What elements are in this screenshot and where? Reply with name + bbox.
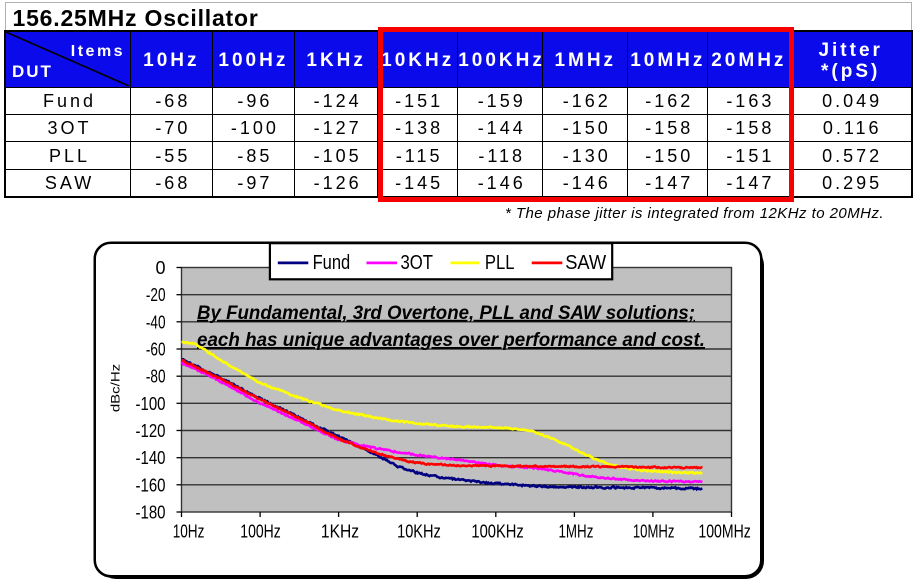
svg-text:Fund: Fund [313,252,351,274]
svg-text:-160: -160 [136,475,166,495]
svg-text:-180: -180 [136,503,166,523]
svg-text:PLL: PLL [485,252,515,274]
svg-text:each has unique advantages ove: each has unique advantages over performa… [197,330,705,351]
svg-text:-100: -100 [136,394,166,414]
svg-text:-20: -20 [146,285,166,305]
svg-text:10KHz: 10KHz [397,522,441,542]
svg-text:-120: -120 [136,421,166,441]
svg-text:1MHz: 1MHz [559,522,594,542]
svg-text:SAW: SAW [565,252,606,274]
svg-text:-140: -140 [136,448,166,468]
svg-text:100MHz: 100MHz [698,522,750,542]
svg-text:dBc/Hz: dBc/Hz [109,364,122,413]
svg-text:-80: -80 [146,367,166,387]
svg-text:100Hz: 100Hz [240,522,280,542]
svg-text:100KHz: 100KHz [471,522,523,542]
svg-text:-40: -40 [146,312,166,332]
svg-text:1KHz: 1KHz [321,522,359,542]
svg-text:-60: -60 [146,340,166,360]
svg-text:10Hz: 10Hz [173,522,205,542]
svg-text:3OT: 3OT [401,252,434,274]
svg-text:0: 0 [155,258,165,278]
svg-text:By Fundamental, 3rd Overtone,: By Fundamental, 3rd Overtone, PLL and SA… [197,303,695,324]
svg-text:10MHz: 10MHz [633,522,675,542]
